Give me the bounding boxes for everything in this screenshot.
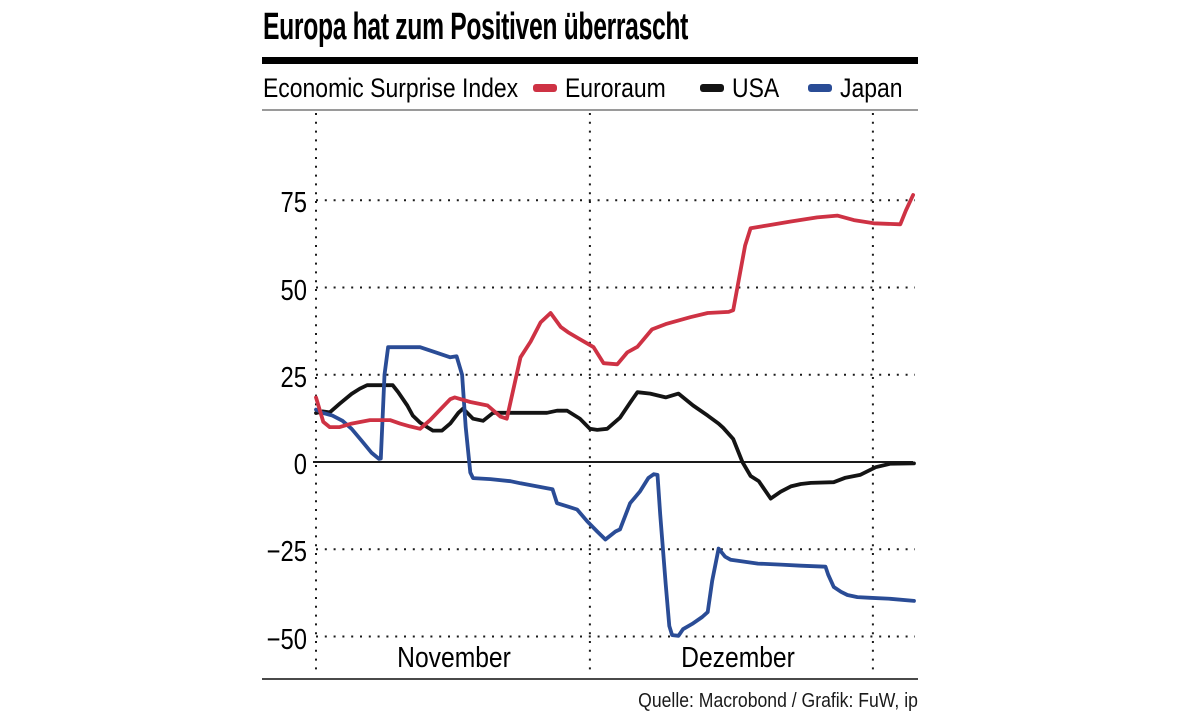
series-line-euroraum <box>314 193 915 431</box>
y-tick-label: 75 <box>280 187 307 219</box>
y-tick-label: −50 <box>266 624 307 656</box>
plot-bottom-border <box>262 678 918 680</box>
legend-label-japan: Japan <box>840 73 903 103</box>
legend-swatch-usa <box>700 84 724 92</box>
plot-top-border <box>262 109 918 111</box>
legend-swatch-euroraum <box>533 84 557 92</box>
month-label-november: November <box>397 642 511 674</box>
y-tick-label: 50 <box>280 275 307 307</box>
month-label-dezember: Dezember <box>681 642 795 674</box>
legend-swatch-japan <box>808 84 832 92</box>
y-tick-label: −25 <box>266 536 307 568</box>
chart-subtitle: Economic Surprise Index <box>263 73 519 103</box>
legend-label-usa: USA <box>732 73 780 103</box>
y-tick-label: 25 <box>280 362 307 394</box>
y-tick-label: 0 <box>293 449 307 481</box>
series-line-usa <box>314 383 916 501</box>
source-credit: Quelle: Macrobond / Grafik: FuW, ip <box>638 690 918 712</box>
series-line-japan <box>314 345 916 638</box>
title-divider-bar <box>262 57 918 64</box>
legend-label-euroraum: Euroraum <box>565 73 666 103</box>
page-title: Europa hat zum Positiven überrascht <box>263 6 689 48</box>
